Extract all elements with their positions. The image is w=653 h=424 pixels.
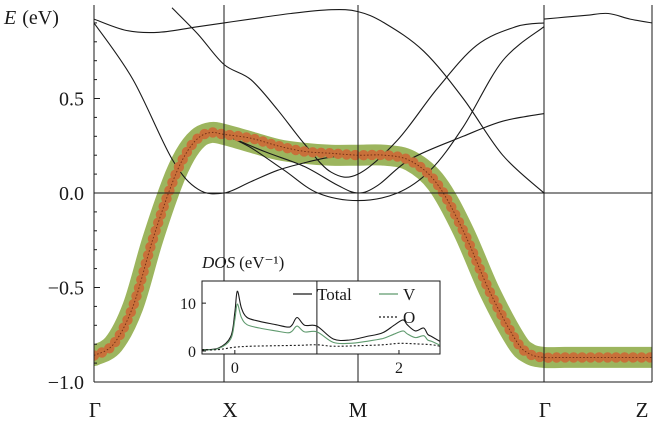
orbital-marker	[257, 136, 269, 147]
orbital-dotted-line	[94, 131, 652, 359]
orbital-marker	[534, 351, 545, 363]
orbital-marker	[147, 233, 159, 245]
orbital-marker	[299, 146, 310, 157]
orbital-marker	[167, 177, 178, 188]
orbital-marker	[602, 352, 613, 363]
band-line	[94, 9, 545, 194]
band-line	[94, 22, 359, 195]
orbital-marker	[392, 151, 403, 162]
dos-axis-title-unit: (eV⁻¹)	[239, 253, 284, 272]
orbital-marker	[559, 352, 571, 363]
orbital-marker	[274, 141, 285, 152]
orbital-marker	[464, 240, 475, 251]
dos-axis-title: DOS (eV⁻¹)	[201, 253, 284, 272]
orbital-marker	[241, 132, 252, 143]
dos-curves	[202, 281, 440, 354]
dos-y-tick-label: 10	[180, 296, 196, 313]
band-line	[223, 26, 545, 202]
legend-label: O	[403, 308, 415, 327]
k-point-label: M	[349, 398, 368, 422]
y-tick-label: 0.5	[59, 89, 84, 111]
dos-x-tick-label: 2	[395, 360, 403, 377]
orbital-marker	[481, 279, 492, 290]
band-line	[223, 113, 545, 194]
dos-curve	[202, 342, 440, 351]
band-lines	[94, 7, 652, 369]
y-tick-label: 0.0	[59, 183, 84, 205]
k-point-label: X	[222, 398, 237, 422]
dos-axis-title-symbol: DOS	[201, 253, 236, 272]
orbital-marker	[131, 290, 142, 302]
y-axis-title-symbol: E	[3, 7, 16, 29]
orbital-marker	[136, 274, 147, 285]
orbital-marker	[161, 193, 172, 204]
dos-curve	[202, 290, 440, 351]
band-line	[543, 12, 652, 24]
y-axis-title: E (eV)	[3, 7, 59, 29]
orbital-marker	[140, 258, 151, 269]
k-point-label: Γ	[539, 398, 551, 422]
orbital-marker	[375, 149, 386, 161]
orbital-marker	[542, 352, 554, 363]
orbital-marker	[576, 352, 588, 363]
dos-axis-ticks: 0 2 0 10	[180, 296, 403, 377]
dos-inset: 0 2 0 10 DOS (eV⁻¹) Total VO	[180, 253, 441, 377]
band-plot: 0.5 0.0 −0.5 −1.0 Γ X M Γ Z E (eV)	[3, 5, 653, 422]
y-axis-ticks: 0.5 0.0 −0.5 −1.0	[48, 22, 100, 394]
orbital-marker	[471, 255, 482, 267]
orbital-marker	[474, 263, 485, 274]
orbital-marker	[619, 352, 630, 363]
legend-label: V	[403, 285, 416, 304]
orbital-marker	[358, 150, 369, 161]
orbital-marker	[457, 224, 468, 235]
orbital-marker	[128, 298, 139, 310]
k-point-label: Z	[636, 398, 649, 422]
orbital-marker	[290, 144, 301, 156]
orbital-marker	[158, 201, 169, 212]
dos-y-tick-label: 0	[188, 344, 196, 361]
y-tick-label: −0.5	[48, 278, 84, 300]
orbital-marker	[122, 314, 133, 326]
dos-legend: Total VO	[293, 285, 416, 327]
orbital-marker	[644, 352, 652, 363]
orbital-marker	[142, 250, 154, 261]
y-tick-label: −1.0	[48, 372, 84, 394]
orbital-marker	[332, 148, 344, 159]
orbital-marker	[315, 147, 327, 158]
orbital-marker	[199, 128, 210, 140]
orbital-marker	[232, 130, 244, 142]
legend-label: Total	[317, 285, 352, 304]
orbital-marker	[636, 352, 647, 363]
dos-x-tick-label: 0	[231, 360, 239, 377]
y-axis-title-unit: (eV)	[22, 7, 59, 29]
orbital-marker	[153, 217, 164, 228]
k-point-label: Γ	[89, 398, 101, 422]
dos-curve	[202, 303, 440, 351]
